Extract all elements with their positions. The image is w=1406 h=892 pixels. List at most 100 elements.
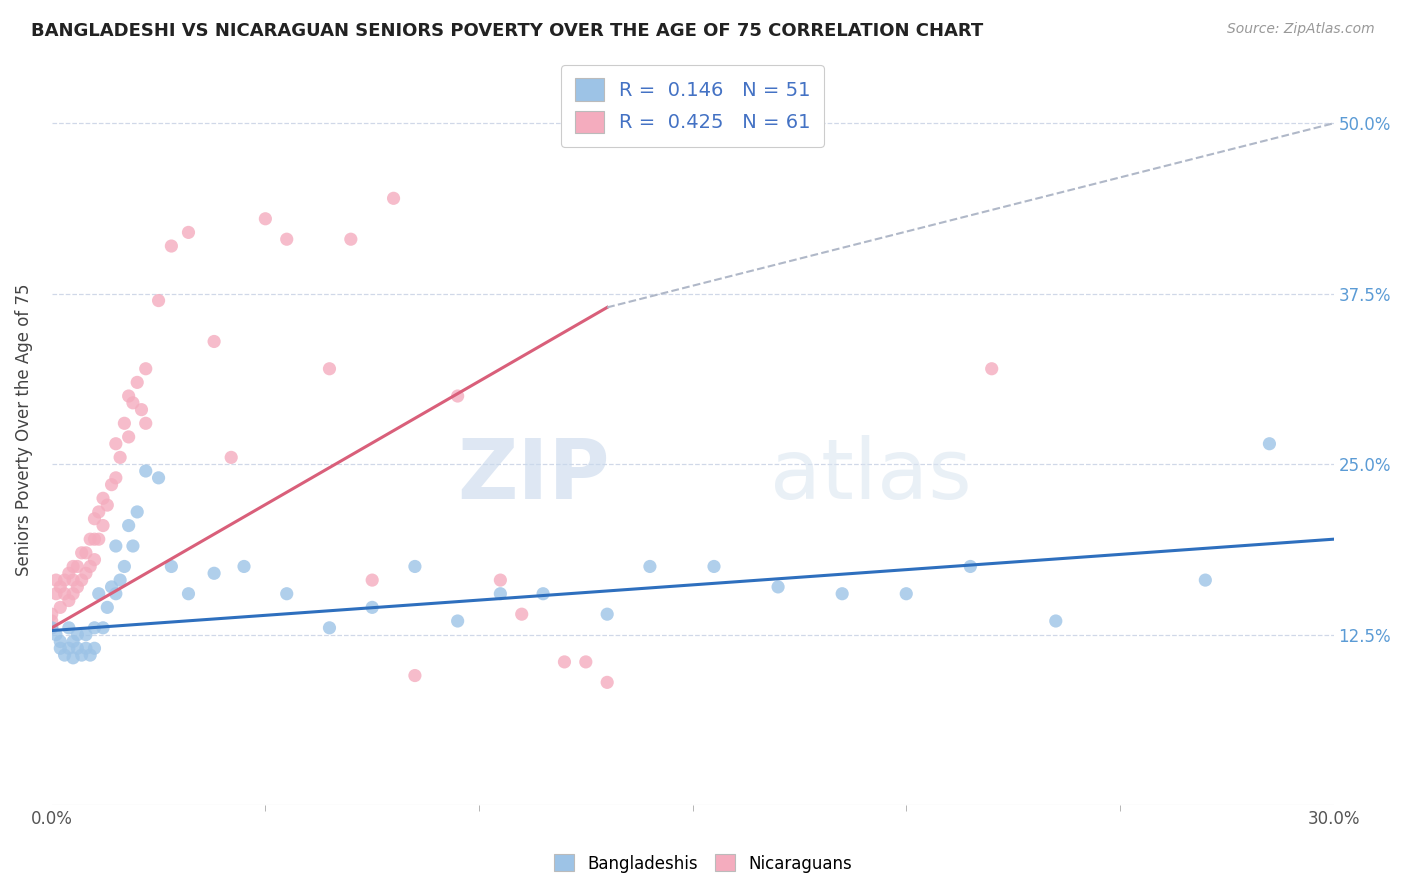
Point	[79, 532, 101, 546]
Point	[79, 559, 101, 574]
Text: Source: ZipAtlas.com: Source: ZipAtlas.com	[1227, 22, 1375, 37]
Point	[41, 614, 63, 628]
Point	[318, 361, 340, 376]
Point	[58, 566, 80, 581]
Point	[91, 518, 114, 533]
Point	[66, 641, 89, 656]
Point	[896, 587, 918, 601]
Point	[104, 587, 127, 601]
Point	[219, 450, 242, 465]
Point	[87, 587, 110, 601]
Point	[489, 587, 512, 601]
Text: BANGLADESHI VS NICARAGUAN SENIORS POVERTY OVER THE AGE OF 75 CORRELATION CHART: BANGLADESHI VS NICARAGUAN SENIORS POVERT…	[31, 22, 983, 40]
Point	[91, 491, 114, 506]
Point	[177, 587, 200, 601]
Point	[531, 587, 554, 601]
Point	[596, 675, 619, 690]
Point	[83, 621, 105, 635]
Point	[1194, 573, 1216, 587]
Point	[62, 587, 84, 601]
Text: ZIP: ZIP	[457, 434, 609, 516]
Point	[62, 559, 84, 574]
Point	[1258, 436, 1281, 450]
Point	[980, 361, 1002, 376]
Text: atlas: atlas	[769, 434, 972, 516]
Point	[127, 505, 149, 519]
Point	[66, 559, 89, 574]
Point	[122, 396, 145, 410]
Point	[959, 559, 981, 574]
Point	[318, 621, 340, 635]
Point	[446, 614, 468, 628]
Y-axis label: Seniors Poverty Over the Age of 75: Seniors Poverty Over the Age of 75	[15, 284, 32, 576]
Point	[53, 648, 76, 662]
Point	[160, 559, 183, 574]
Point	[177, 226, 200, 240]
Point	[703, 559, 725, 574]
Point	[148, 293, 170, 308]
Point	[75, 641, 97, 656]
Point	[361, 573, 384, 587]
Point	[96, 600, 118, 615]
Point	[62, 573, 84, 587]
Point	[49, 641, 72, 656]
Point	[276, 232, 298, 246]
Point	[1045, 614, 1067, 628]
Point	[53, 587, 76, 601]
Point	[202, 334, 225, 349]
Point	[49, 634, 72, 648]
Point	[87, 505, 110, 519]
Point	[66, 627, 89, 641]
Point	[118, 518, 141, 533]
Point	[118, 430, 141, 444]
Point	[45, 627, 67, 641]
Point	[58, 621, 80, 635]
Point	[70, 573, 93, 587]
Point	[135, 417, 157, 431]
Point	[62, 634, 84, 648]
Point	[41, 621, 63, 635]
Point	[135, 361, 157, 376]
Point	[49, 580, 72, 594]
Point	[41, 607, 63, 622]
Point	[41, 621, 63, 635]
Point	[510, 607, 533, 622]
Point	[66, 580, 89, 594]
Point	[45, 573, 67, 587]
Point	[122, 539, 145, 553]
Point	[404, 559, 426, 574]
Point	[104, 539, 127, 553]
Point	[340, 232, 363, 246]
Point	[83, 512, 105, 526]
Legend: Bangladeshis, Nicaraguans: Bangladeshis, Nicaraguans	[547, 847, 859, 880]
Point	[148, 471, 170, 485]
Point	[553, 655, 575, 669]
Point	[446, 389, 468, 403]
Point	[58, 641, 80, 656]
Point	[276, 587, 298, 601]
Point	[75, 627, 97, 641]
Point	[112, 417, 135, 431]
Point	[70, 546, 93, 560]
Point	[118, 389, 141, 403]
Point	[75, 546, 97, 560]
Point	[100, 580, 122, 594]
Point	[108, 450, 131, 465]
Point	[53, 573, 76, 587]
Point	[361, 600, 384, 615]
Point	[638, 559, 661, 574]
Point	[104, 471, 127, 485]
Point	[127, 376, 149, 390]
Point	[79, 648, 101, 662]
Point	[49, 600, 72, 615]
Point	[233, 559, 256, 574]
Point	[100, 477, 122, 491]
Point	[112, 559, 135, 574]
Point	[382, 191, 405, 205]
Point	[596, 607, 619, 622]
Point	[489, 573, 512, 587]
Point	[62, 650, 84, 665]
Point	[202, 566, 225, 581]
Point	[160, 239, 183, 253]
Point	[83, 532, 105, 546]
